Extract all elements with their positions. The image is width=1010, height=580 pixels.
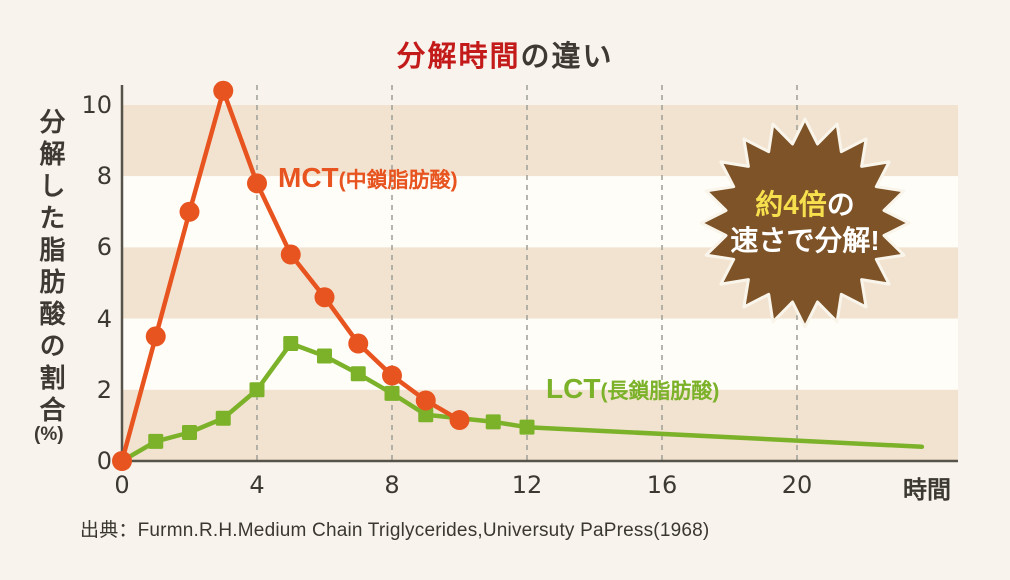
y-tick-label: 0	[96, 447, 112, 475]
mct-series-label-main: MCT	[278, 162, 339, 193]
mct-data-point	[382, 365, 402, 386]
chart-title-highlight: 分解時間	[396, 41, 521, 73]
lct-data-point	[384, 385, 400, 401]
lct-data-point	[418, 407, 434, 423]
x-tick-label: 16	[646, 471, 678, 499]
mct-data-point	[314, 287, 335, 308]
lct-data-point	[249, 382, 265, 398]
mct-data-point	[213, 80, 234, 101]
mct-data-point	[247, 173, 267, 194]
x-axis-unit: 時間	[903, 477, 951, 504]
lct-data-point	[283, 336, 299, 352]
y-tick-label: 8	[96, 162, 112, 191]
y-tick-label: 2	[96, 375, 112, 404]
lct-series-label-main: LCT	[546, 373, 601, 404]
lct-data-point	[350, 366, 366, 382]
background-stripe	[122, 389, 958, 461]
x-tick-label: 0	[114, 471, 130, 499]
mct-series-label: MCT(中鎖脂肪酸)	[278, 162, 458, 194]
x-tick-label: 4	[249, 471, 265, 499]
starburst-badge-line1-highlight: 約4倍	[755, 189, 827, 220]
mct-data-point	[112, 451, 132, 471]
lct-data-point	[317, 348, 332, 364]
x-tick-label: 20	[781, 471, 813, 499]
lct-data-point	[215, 410, 231, 426]
mct-data-point	[280, 244, 301, 265]
mct-data-point	[415, 390, 436, 411]
lct-data-point	[519, 419, 535, 435]
y-tick-label: 4	[96, 304, 112, 333]
lct-series-label: LCT(長鎖脂肪酸)	[546, 373, 719, 405]
mct-data-point	[449, 410, 470, 431]
chart-title: 分解時間の違い	[0, 33, 1010, 75]
starburst-badge-line1: 約4倍の	[730, 187, 879, 223]
starburst-badge	[699, 117, 911, 329]
y-axis-unit: (%)	[34, 424, 64, 445]
starburst-badge-line2: 速さで分解!	[730, 225, 880, 256]
chart-title-rest: の違い	[520, 41, 614, 73]
lct-data-point	[182, 425, 197, 441]
starburst-badge-line1-rest: の	[826, 189, 855, 220]
y-axis-title: 分解した脂肪酸の割合	[36, 108, 66, 428]
lct-data-point	[485, 414, 501, 430]
lct-series-label-sub: (長鎖脂肪酸)	[600, 380, 720, 403]
y-tick-label: 10	[81, 91, 112, 119]
lct-data-point	[148, 433, 164, 449]
starburst-badge-label: 約4倍の 速さで分解!	[730, 187, 879, 259]
background-stripe	[122, 318, 958, 390]
mct-data-point	[145, 326, 166, 347]
x-tick-label: 12	[511, 471, 543, 499]
mct-data-point	[179, 201, 200, 222]
y-tick-label: 6	[96, 233, 112, 262]
x-tick-label: 8	[384, 471, 400, 499]
mct-series-label-sub: (中鎖脂肪酸)	[338, 169, 458, 192]
source-citation: 出典：Furmn.R.H.Medium Chain Triglycerides,…	[80, 520, 710, 541]
mct-data-point	[348, 333, 369, 354]
